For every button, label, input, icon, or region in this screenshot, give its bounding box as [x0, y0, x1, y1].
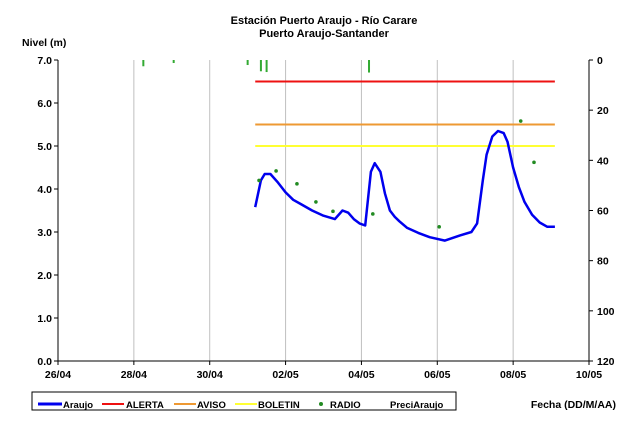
x-tick-label: 04/05	[348, 369, 374, 381]
legend-box	[31, 391, 457, 411]
y2-tick-label: 80	[597, 256, 609, 268]
x-tick-label: 08/05	[500, 369, 526, 381]
y2-tick-label: 60	[597, 206, 609, 218]
precip-bar	[265, 60, 268, 73]
legend-label-preciaraujo: PreciAraujo	[390, 400, 444, 411]
legend-label-aviso: AVISO	[197, 400, 226, 411]
araujo-line	[253, 129, 555, 242]
legend-label-radio: RADIO	[330, 400, 361, 411]
x-axis-ticks: 26/04 28/04 30/04 02/05 04/05 06/05 08/05 10/05	[45, 361, 602, 381]
y2-tick-label: 0	[597, 55, 603, 67]
threshold-lines	[255, 80, 555, 147]
radio-point	[274, 169, 278, 173]
y2-tick-label: 100	[597, 306, 615, 318]
y2-tick-label: 20	[597, 105, 609, 117]
chart-subtitle: Puerto Araujo-Santander	[259, 28, 389, 40]
y2-tick-label: 120	[597, 356, 615, 368]
radio-point	[518, 119, 523, 123]
y-tick-label: 2.0	[37, 270, 52, 282]
y-tick-label: 0.0	[37, 356, 52, 368]
radio-point	[314, 200, 318, 204]
legend-label-boletin: BOLETIN	[258, 400, 300, 411]
legend-label-araujo: Araujo	[63, 400, 93, 411]
y-tick-label: 3.0	[37, 227, 52, 239]
araujo-series	[253, 129, 555, 242]
x-tick-label: 02/05	[272, 369, 298, 381]
x-tick-label: 06/05	[424, 369, 450, 381]
y2-tick-label: 40	[597, 155, 609, 167]
x-tick-label: 30/04	[197, 369, 223, 381]
radio-point	[295, 182, 299, 186]
precip-bar	[172, 60, 175, 64]
chart-title: Estación Puerto Araujo - Río Carare	[231, 15, 418, 27]
y2-axis-ticks: 0 20 40 60 80 100 120	[589, 55, 615, 368]
precip-bar	[259, 60, 262, 72]
y-axis-label: Nivel (m)	[22, 37, 66, 49]
x-tick-label: 10/05	[576, 369, 602, 381]
precip-bar	[246, 60, 249, 66]
precip-bar	[142, 60, 145, 67]
radio-series	[257, 119, 536, 229]
y-tick-label: 7.0	[37, 55, 52, 67]
grid-lines	[133, 60, 514, 361]
x-tick-label: 28/04	[121, 369, 147, 381]
precip-bar	[368, 60, 371, 73]
radio-point	[257, 178, 261, 183]
radio-point	[371, 212, 375, 216]
radio-point	[437, 225, 441, 229]
x-axis-label: Fecha (DD/M/AA)	[531, 399, 616, 411]
precip-bars	[142, 60, 371, 73]
legend-swatch-radio	[319, 402, 323, 406]
y-axis-ticks: 0.0 1.0 2.0 3.0 4.0 5.0 6.0 7.0	[37, 55, 58, 368]
y-tick-label: 1.0	[37, 313, 52, 325]
radio-point	[532, 160, 536, 165]
y-tick-label: 4.0	[37, 184, 52, 196]
legend: Araujo ALERTA AVISO BOLETIN RADIO PreciA…	[31, 391, 457, 411]
x-tick-label: 26/04	[45, 369, 71, 381]
y-tick-label: 5.0	[37, 141, 52, 153]
y-tick-label: 6.0	[37, 98, 52, 110]
radio-point	[331, 209, 335, 214]
legend-label-alerta: ALERTA	[126, 400, 164, 411]
